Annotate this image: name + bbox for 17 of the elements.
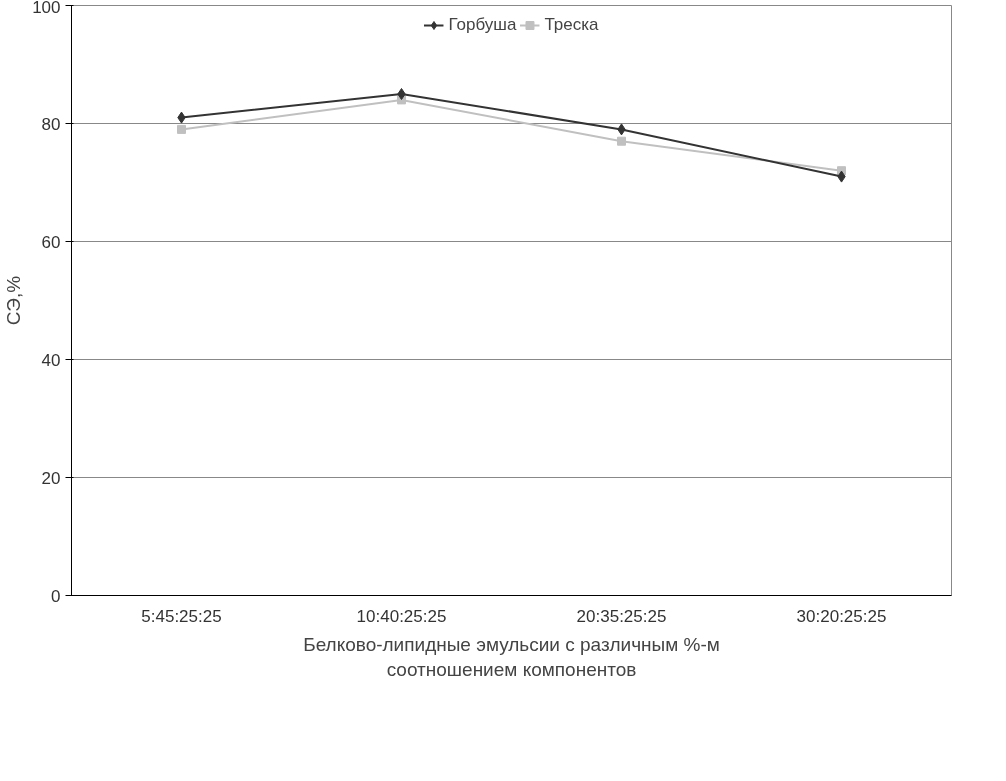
legend-label: Треска	[544, 15, 599, 35]
point	[397, 88, 406, 100]
y-tick-label: 80	[41, 114, 61, 134]
point	[177, 124, 186, 134]
x-tick-label: 20:35:25:25	[576, 606, 667, 626]
legend-label: Горбуша	[448, 15, 517, 35]
x-axis-title: Белково-липидные эмульсии с различным %-м соотношением компонентов	[303, 633, 720, 680]
y-tick-label: 0	[51, 586, 61, 606]
y-tick-label: 20	[41, 468, 61, 488]
y-tick-label: 40	[41, 350, 61, 370]
y-tick-label: 100	[32, 0, 61, 17]
point	[617, 136, 626, 146]
x-tick-label: 30:20:25:25	[796, 606, 887, 626]
y-axis-title: СЭ,%	[3, 275, 25, 326]
y-tick-label: 60	[41, 232, 61, 252]
x-tick-label: 10:40:25:25	[356, 606, 447, 626]
x-tick-label: 5:45:25:25	[141, 606, 222, 626]
